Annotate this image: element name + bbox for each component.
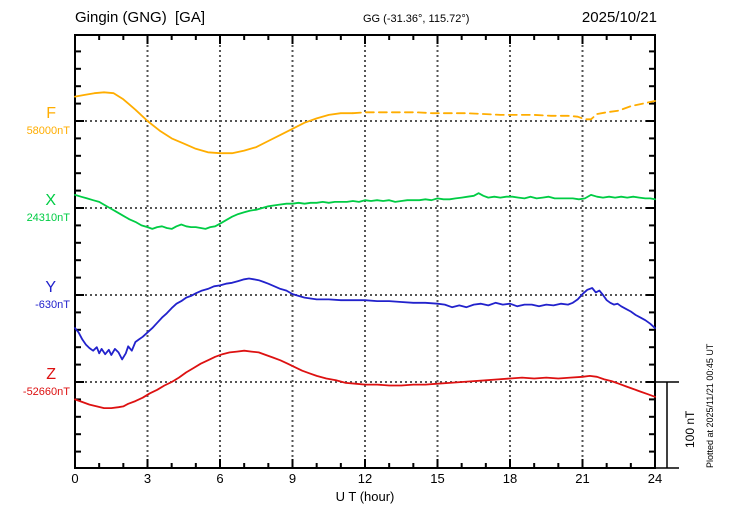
x-tick-label: 0: [71, 471, 78, 486]
series-label-Z: Z: [46, 366, 56, 383]
series-label-X: X: [45, 192, 56, 209]
series-baseline-value-F: 58000nT: [26, 125, 70, 137]
trace-X: [74, 192, 656, 230]
series-baseline-value-X: 24310nT: [26, 212, 70, 224]
trace-Z: [74, 349, 656, 410]
series-label-F: F: [46, 105, 56, 122]
scale-bar-label: 100 nT: [683, 410, 697, 448]
x-tick-label: 24: [648, 471, 662, 486]
x-tick-label: 21: [575, 471, 589, 486]
trace-Y: [74, 277, 656, 361]
plot-date: 2025/10/21: [581, 9, 657, 26]
x-axis-label: U T (hour): [335, 489, 395, 504]
x-tick-label: 3: [144, 471, 151, 486]
x-tick-label: 6: [216, 471, 223, 486]
x-tick-label: 9: [289, 471, 296, 486]
x-tick-label: 15: [430, 471, 444, 486]
trace-F-dashed: [351, 100, 656, 121]
plotted-at-note: Plotted at 2025/11/21 00:45 UT: [705, 343, 715, 468]
station-title: Gingin (GNG) [GA]: [75, 9, 206, 26]
series-baseline-value-Y: -630nT: [35, 299, 70, 311]
series-label-Y: Y: [45, 279, 56, 296]
trace-F: [74, 91, 354, 155]
x-tick-label: 12: [358, 471, 372, 486]
series-baseline-value-Z: -52660nT: [22, 386, 70, 398]
x-tick-label: 18: [503, 471, 517, 486]
station-coordinates: GG (-31.36°, 115.72°): [363, 13, 470, 25]
